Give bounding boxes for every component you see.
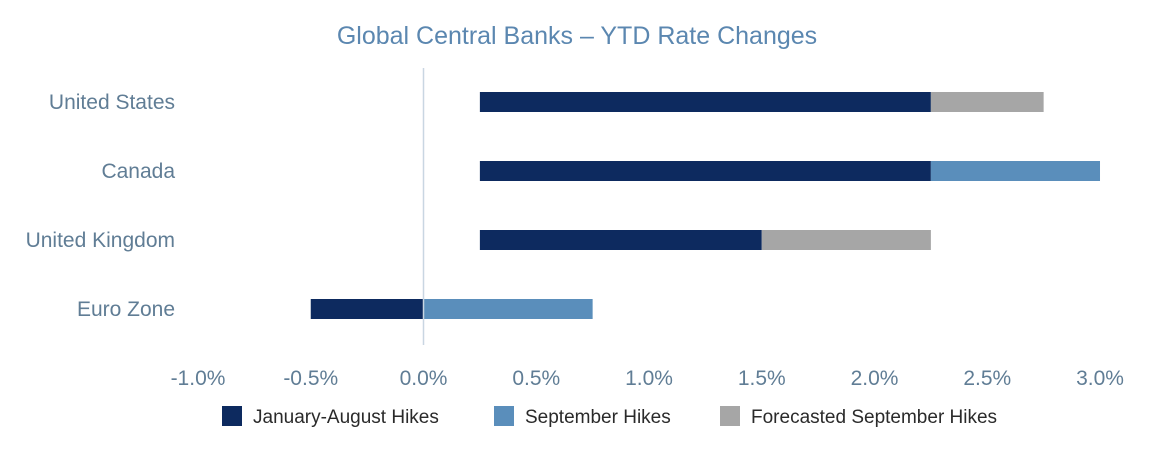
bar-canada-series-2: [930, 161, 1101, 181]
legend-swatch: [720, 406, 740, 426]
category-label: United States: [49, 91, 175, 114]
x-tick-label: 0.5%: [512, 367, 560, 390]
bar-united-states-series-3: [930, 92, 1044, 112]
bar-united-kingdom-series-1: [479, 230, 762, 250]
x-tick-label: 1.5%: [738, 367, 786, 390]
category-label: Euro Zone: [77, 298, 175, 321]
legend-label: September Hikes: [525, 407, 671, 428]
legend-label: Forecasted September Hikes: [751, 407, 997, 428]
x-tick-label: 0.0%: [400, 367, 448, 390]
chart-title: Global Central Banks – YTD Rate Changes: [337, 22, 817, 50]
x-tick-label: 2.0%: [851, 367, 899, 390]
category-label: Canada: [101, 160, 175, 183]
category-label: United Kingdom: [26, 229, 175, 252]
x-tick-label: 2.5%: [963, 367, 1011, 390]
x-tick-label: -1.0%: [171, 367, 226, 390]
bar-euro-zone-series-1: [310, 299, 424, 319]
x-tick-label: 1.0%: [625, 367, 673, 390]
category-labels: United States Canada United Kingdom Euro Zo…: [26, 91, 176, 321]
bar-united-states-series-1: [479, 92, 931, 112]
plot-area: [310, 68, 1101, 345]
x-tick-label: 3.0%: [1076, 367, 1124, 390]
legend-label: January-August Hikes: [253, 407, 439, 428]
legend-swatch: [222, 406, 242, 426]
bar-canada-series-1: [479, 161, 931, 181]
x-tick-label: -0.5%: [283, 367, 338, 390]
bar-euro-zone-series-2: [423, 299, 593, 319]
legend-swatch: [494, 406, 514, 426]
bar-united-kingdom-series-3: [761, 230, 931, 250]
x-axis-ticks: -1.0% -0.5% 0.0% 0.5% 1.0% 1.5% 2.0% 2.5% 3.0%: [171, 367, 1124, 390]
legend: January-August Hikes September Hikes Forec…: [222, 406, 997, 428]
